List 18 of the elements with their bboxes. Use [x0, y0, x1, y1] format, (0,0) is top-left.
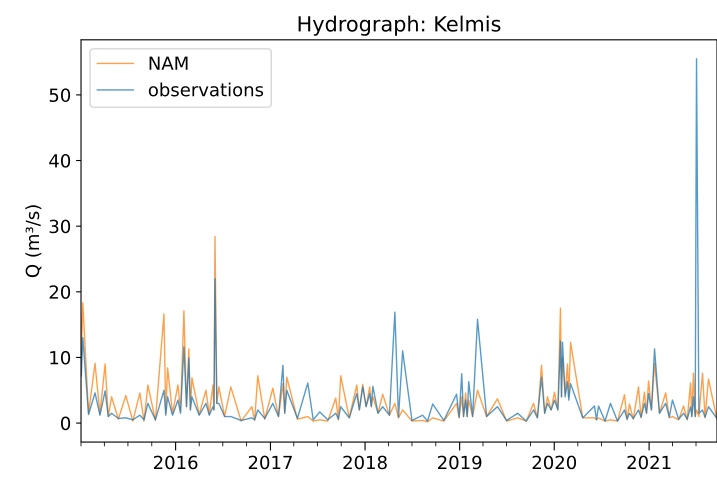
x-tick-label: 2016: [154, 456, 198, 470]
x-tick-label: 2019: [438, 456, 482, 470]
y-tick-label: 0: [61, 416, 70, 430]
legend-label: observations: [148, 82, 264, 96]
y-tick-label: 40: [49, 154, 70, 168]
y-axis-title: Q (m³/s): [25, 205, 42, 278]
line-series: [81, 236, 717, 422]
x-tick-label: 2020: [532, 456, 576, 470]
x-tick-label: 2021: [627, 456, 670, 470]
y-tick-label: 50: [50, 88, 70, 102]
chart-title: Hydrograph: Kelmis: [298, 16, 500, 36]
line-series: [81, 58, 717, 422]
y-tick-label: 20: [50, 285, 70, 299]
x-tick-label: 2018: [343, 456, 387, 470]
legend-label: NAM: [150, 56, 188, 70]
y-tick-label: 10: [50, 350, 70, 365]
x-tick-label: 2017: [248, 456, 292, 470]
y-tick-label: 30: [50, 220, 70, 234]
